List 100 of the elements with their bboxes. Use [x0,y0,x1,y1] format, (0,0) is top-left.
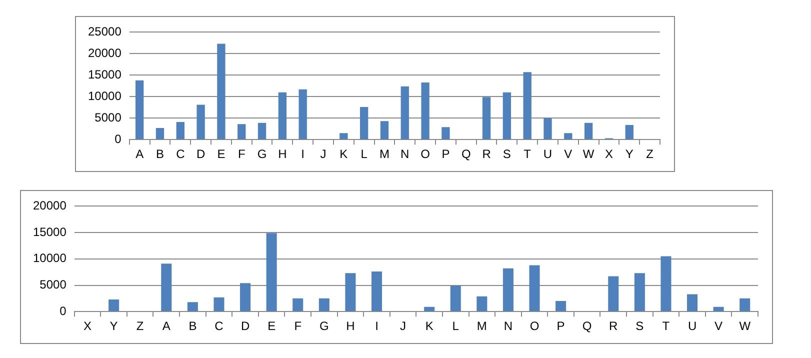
bar [421,82,430,140]
bar [442,127,450,140]
bar [371,272,382,312]
x-tick-label: N [400,147,410,162]
bar [608,276,619,312]
y-tick-label: 5000 [40,278,67,292]
x-tick-label: Z [136,319,144,334]
x-tick-label: N [504,319,513,334]
bar [713,306,724,312]
y-tick-label: 20000 [88,46,122,60]
x-tick-label: H [278,147,287,162]
bar [176,122,184,140]
bar [687,294,698,312]
x-tick-label: K [340,147,348,162]
x-tick-label: I [375,319,378,334]
x-tick-label: S [502,147,511,162]
bar [740,298,750,312]
x-tick-label: R [609,319,618,334]
x-tick-label: X [84,319,92,334]
x-tick-label: O [530,319,540,334]
y-tick-label: 5000 [94,110,122,124]
y-tick-label: 25000 [88,24,122,39]
bar [196,104,205,140]
bar [529,265,540,312]
bar [502,268,514,312]
bar [556,301,566,312]
bar [502,92,512,140]
y-tick-label: 15000 [88,67,122,82]
x-tick-label: V [714,319,723,334]
x-tick-label: P [556,319,565,334]
bar [298,89,307,140]
bar [292,298,304,312]
x-tick-label: L [360,147,368,162]
bar [544,118,552,140]
x-tick-label: Y [625,147,634,162]
x-tick-label: T [524,147,532,162]
x-tick-label: J [320,147,326,162]
x-tick-label: B [156,147,164,162]
bar [523,72,532,140]
bar [482,97,491,140]
x-tick-label: G [257,147,267,162]
x-tick-label: H [346,319,355,334]
y-tick-label: 20000 [32,198,67,213]
x-tick-label: V [564,147,572,162]
bar [380,121,389,140]
x-tick-label: I [301,147,305,162]
bar [266,233,277,312]
x-tick-label: Y [110,319,118,334]
x-tick-label: J [400,319,406,334]
x-tick-label: U [688,319,697,334]
bar [108,299,120,312]
bar [238,124,246,140]
x-tick-label: Z [646,147,654,162]
y-tick-label: 15000 [32,224,67,239]
bar [424,306,435,312]
x-tick-label: M [379,147,390,162]
x-tick-label: D [240,319,250,334]
bar [278,92,287,140]
x-tick-label: F [294,319,302,334]
bar [340,133,348,140]
bar [258,122,266,140]
bar [584,122,593,140]
bar [187,302,198,312]
x-tick-label: C [214,319,224,334]
x-tick-label: O [420,147,430,162]
x-tick-label: E [217,147,226,162]
bar [156,128,164,140]
x-tick-label: K [425,319,434,334]
x-tick-label: L [452,319,460,334]
x-tick-label: T [662,319,670,334]
y-tick-label: 10000 [32,251,67,266]
y-tick-label: 10000 [88,88,122,103]
x-tick-label: F [238,147,246,162]
bar [345,273,356,312]
bar [318,298,330,312]
bar [135,80,144,140]
x-tick-label: R [482,147,492,162]
x-tick-label: A [162,319,170,334]
bar [400,86,409,140]
x-tick-label: C [176,147,186,162]
bar [476,296,488,312]
x-tick-label: W [739,319,752,334]
bar [634,273,645,312]
bar [564,133,572,140]
bar [660,256,672,312]
x-tick-label: A [136,147,144,162]
x-tick-label: B [188,319,197,334]
bar [360,106,368,140]
x-tick-label: Q [582,319,592,334]
x-tick-label: U [543,147,552,162]
x-tick-label: G [319,319,329,334]
bar [217,44,226,140]
x-tick-label: M [476,319,487,334]
bar [240,283,251,312]
bar [161,264,172,312]
bar [625,124,634,140]
y-tick-label: 0 [114,132,122,146]
x-tick-label: D [196,147,206,162]
y-tick-label: 0 [60,304,67,318]
x-tick-label: X [604,147,613,162]
